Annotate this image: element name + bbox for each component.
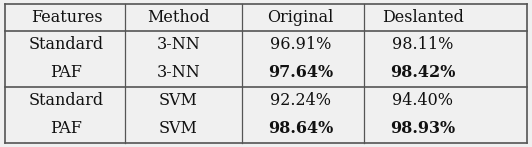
Text: 98.11%: 98.11%	[392, 36, 454, 53]
Text: SVM: SVM	[159, 120, 198, 137]
Text: 97.64%: 97.64%	[268, 64, 333, 81]
Text: 96.91%: 96.91%	[270, 36, 331, 53]
Text: Deslanted: Deslanted	[382, 9, 464, 26]
Text: 98.42%: 98.42%	[390, 64, 455, 81]
Text: 98.64%: 98.64%	[268, 120, 333, 137]
Text: Features: Features	[31, 9, 102, 26]
Text: Standard: Standard	[29, 92, 104, 109]
Text: 98.93%: 98.93%	[390, 120, 455, 137]
Text: SVM: SVM	[159, 92, 198, 109]
Text: Method: Method	[147, 9, 210, 26]
Text: 3-NN: 3-NN	[156, 64, 200, 81]
Text: Standard: Standard	[29, 36, 104, 53]
Text: Original: Original	[268, 9, 334, 26]
Text: PAF: PAF	[51, 120, 82, 137]
Text: 94.40%: 94.40%	[393, 92, 453, 109]
Text: PAF: PAF	[51, 64, 82, 81]
Text: 92.24%: 92.24%	[270, 92, 331, 109]
Text: 3-NN: 3-NN	[156, 36, 200, 53]
